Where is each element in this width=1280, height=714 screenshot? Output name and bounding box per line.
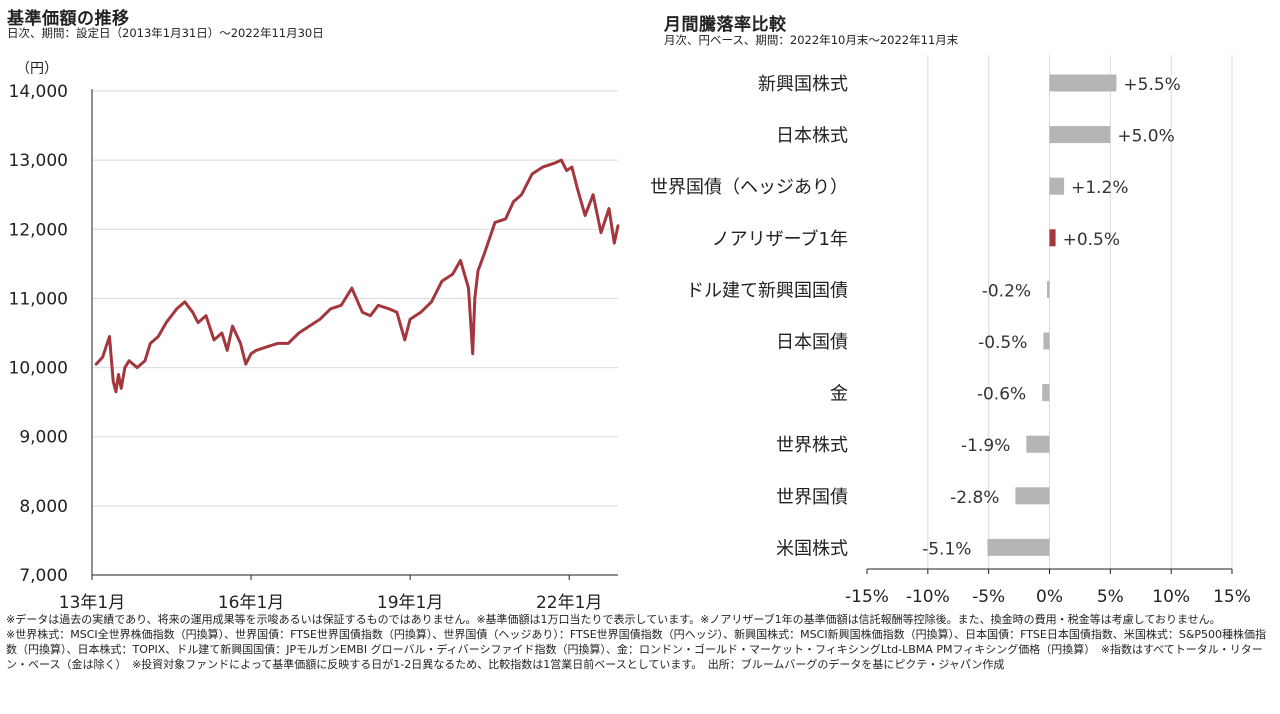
x-tick-label: 10%	[1152, 587, 1190, 607]
category-label: ドル建て新興国国債	[686, 280, 848, 301]
category-label: 世界国債	[776, 487, 848, 508]
bar	[1049, 229, 1056, 247]
footnotes: ※データは過去の実績であり、将来の運用成果等を示唆あるいは保証するものではありま…	[6, 612, 1274, 672]
x-tick-label: 0%	[1036, 587, 1063, 607]
y-tick-label: 8,000	[19, 497, 68, 517]
line-chart-x-ticks: 13年1月 16年1月 19年1月 22年1月	[59, 575, 602, 612]
bar-chart-value-labels: +5.5% +5.0% +1.2% +0.5% -0.2% -0.5% -0.6% -1.9%…	[922, 75, 1181, 559]
category-label: ノアリザーブ1年	[712, 228, 848, 250]
nav-line-chart: （円） 7,000 8,000 9,000 10,000 11,000 12,000 13,…	[9, 61, 620, 612]
y-tick-label: 10,000	[9, 359, 68, 379]
x-tick-label: 22年1月	[536, 593, 602, 612]
x-tick-label: -5%	[972, 587, 1005, 607]
value-label: -2.8%	[950, 488, 999, 508]
line-chart-y-ticks: 7,000 8,000 9,000 10,000 11,000 12,000 13,000 1…	[9, 82, 68, 586]
line-chart-subtitle: 日次、期間：設定日（2013年1月31日）～2022年11月30日	[7, 26, 324, 40]
category-label: 世界国債（ヘッジあり）	[650, 177, 848, 198]
footnote-disclaimer: ※データは過去の実績であり、将来の運用成果等を示唆あるいは保証するものではありま…	[6, 613, 1221, 626]
category-label: 米国株式	[776, 538, 848, 559]
bar-chart-bars	[987, 74, 1117, 556]
bar	[1015, 487, 1050, 505]
x-tick-label: 15%	[1213, 587, 1251, 607]
category-label: 日本国債	[776, 332, 848, 353]
x-tick-label: 5%	[1097, 587, 1124, 607]
x-tick-label: 19年1月	[377, 593, 443, 612]
bar	[1043, 332, 1050, 350]
y-tick-label: 14,000	[9, 82, 68, 102]
y-tick-label: 12,000	[9, 220, 68, 240]
value-label: +0.5%	[1063, 230, 1120, 250]
value-label: -1.9%	[961, 436, 1010, 456]
bar	[1047, 280, 1050, 298]
value-label: -0.6%	[977, 385, 1026, 405]
bar-chart-title: 月間騰落率比較	[664, 15, 787, 35]
value-label: -0.5%	[978, 333, 1027, 353]
bar	[987, 538, 1050, 556]
y-tick-label: 9,000	[19, 428, 68, 448]
line-chart-axes	[91, 89, 618, 576]
bar	[1049, 177, 1065, 195]
bar-chart-subtitle: 月次、円ベース、期間：2022年10月末～2022年11月末	[664, 33, 959, 47]
x-tick-label: -15%	[845, 587, 889, 607]
x-tick-label: -10%	[906, 587, 950, 607]
y-tick-label: 7,000	[19, 566, 68, 586]
bar	[1026, 435, 1050, 453]
bar	[1049, 74, 1117, 92]
nav-series-line	[94, 158, 620, 394]
value-label: +5.0%	[1117, 127, 1174, 147]
x-tick-label: 13年1月	[59, 593, 125, 612]
category-label: 世界株式	[776, 435, 848, 456]
bar	[1042, 384, 1050, 402]
value-label: +5.5%	[1123, 75, 1180, 95]
line-chart-title: 基準価額の推移	[7, 9, 130, 29]
y-unit-label: （円）	[16, 61, 58, 77]
bar	[1049, 126, 1111, 144]
footnote-index-definitions: ※世界株式：MSCI全世界株価指数（円換算）、世界国債：FTSE世界国債指数（円…	[6, 628, 1267, 671]
category-label: 金	[830, 384, 848, 405]
value-label: -5.1%	[922, 539, 971, 559]
value-label: +1.2%	[1071, 178, 1128, 198]
category-label: 日本株式	[776, 126, 848, 147]
value-label: -0.2%	[982, 281, 1031, 301]
category-label: 新興国株式	[758, 74, 848, 95]
bar-chart-x-ticks: -15% -10% -5% 0% 5% 10% 15%	[845, 569, 1251, 607]
y-tick-label: 13,000	[9, 151, 68, 171]
line-chart-series	[94, 158, 620, 394]
x-tick-label: 16年1月	[218, 593, 284, 612]
y-tick-label: 11,000	[9, 289, 68, 309]
